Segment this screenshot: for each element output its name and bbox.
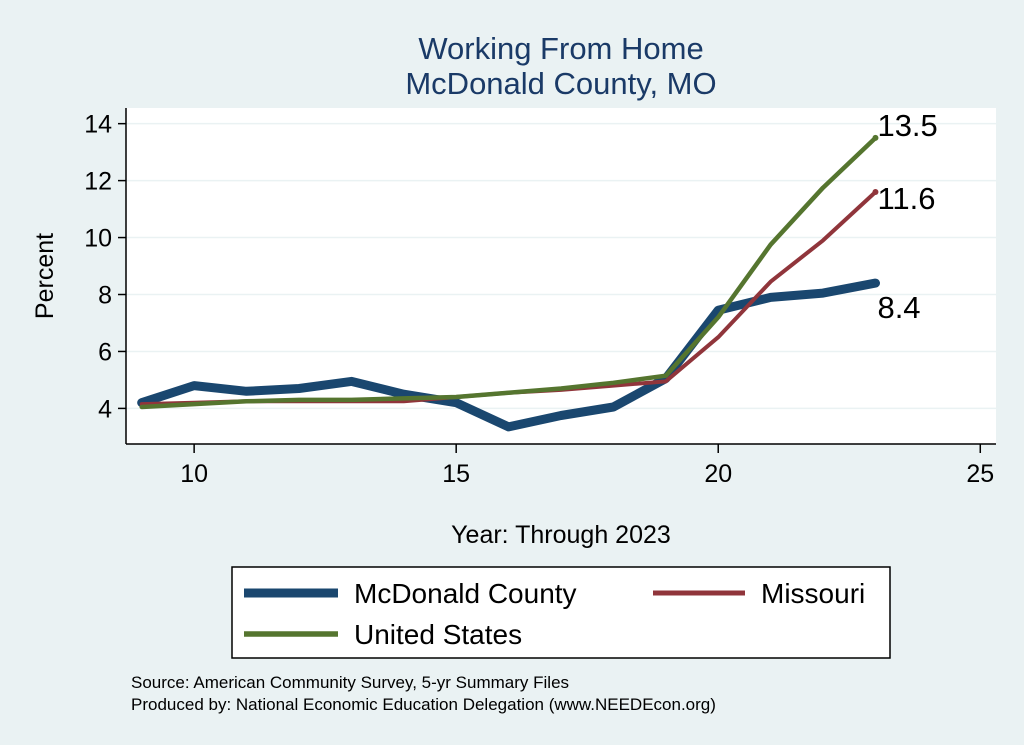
x-tick-label: 15 — [442, 460, 470, 488]
end-label-united-states: 13.5 — [877, 108, 937, 143]
producer-note: Produced by: National Economic Education… — [131, 695, 716, 714]
series-end-point-mcdonald-county — [872, 280, 879, 287]
legend-box — [231, 566, 891, 659]
y-tick-label: 6 — [98, 338, 112, 366]
y-tick-label: 12 — [84, 168, 112, 196]
series-end-point-united-states — [872, 134, 879, 141]
series-line-united-states — [139, 135, 878, 410]
x-tick-label: 20 — [704, 460, 732, 488]
legend-label-mcdonald-county: McDonald County — [354, 578, 577, 609]
source-note: Source: American Community Survey, 5-yr … — [131, 673, 569, 692]
chart-subtitle: McDonald County, MO — [405, 66, 716, 101]
x-tick-label: 10 — [180, 460, 208, 488]
legend: McDonald County Missouri United States — [231, 566, 891, 659]
series-lines — [137, 134, 880, 432]
y-axis-title: Percent — [31, 233, 59, 319]
y-tick-label: 8 — [98, 282, 112, 310]
chart-title: Working From Home — [418, 31, 703, 66]
y-tick-label: 10 — [84, 225, 112, 253]
end-label-missouri: 11.6 — [877, 181, 935, 216]
axes: 4 6 8 10 12 14 10 15 20 25 — [84, 108, 996, 488]
legend-label-missouri: Missouri — [761, 578, 865, 609]
x-axis-title: Year: Through 2023 — [451, 521, 671, 549]
end-label-mcdonald-county: 8.4 — [877, 290, 920, 325]
grid — [126, 122, 996, 410]
x-tick-label: 25 — [966, 460, 994, 488]
legend-label-united-states: United States — [354, 619, 522, 650]
y-tick-label: 4 — [98, 395, 112, 423]
end-labels: 8.4 11.6 13.5 — [877, 108, 937, 325]
y-tick-label: 14 — [84, 111, 112, 139]
series-end-point-missouri — [872, 189, 879, 195]
